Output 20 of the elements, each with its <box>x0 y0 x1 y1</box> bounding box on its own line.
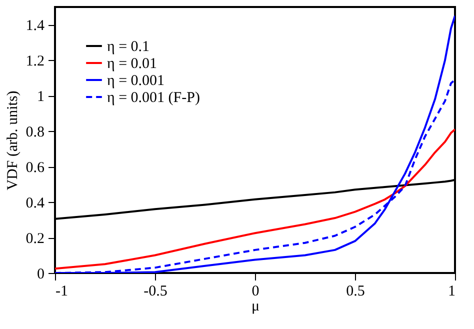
legend-label: η = 0.01 <box>107 56 158 72</box>
line-series <box>55 128 455 270</box>
legend-label: η = 0.1 <box>107 39 150 55</box>
y-tick-label: 1.4 <box>26 18 45 34</box>
legend-label: η = 0.001 <box>107 73 165 89</box>
legend-label: η = 0.001 (F-P) <box>107 90 200 106</box>
x-tick-label: 0.5 <box>346 284 365 300</box>
x-tick-label: 0 <box>252 284 260 300</box>
x-tick-label: -1 <box>56 284 68 300</box>
x-axis-title: μ <box>251 298 260 314</box>
x-tick-label: 1 <box>448 284 456 300</box>
y-tick-label: 1.2 <box>26 54 44 70</box>
y-tick-label: 1 <box>37 89 44 106</box>
y-tick-label: 0.4 <box>26 196 45 212</box>
x-tick-label: -0.5 <box>144 284 168 300</box>
y-tick-label: 0.8 <box>26 124 44 141</box>
y-tick-label: 0.2 <box>26 231 44 248</box>
y-tick-label: 0.6 <box>26 160 45 176</box>
y-tick-label: 0 <box>37 266 44 282</box>
y-axis-title: VDF (arb. units) <box>4 90 21 190</box>
